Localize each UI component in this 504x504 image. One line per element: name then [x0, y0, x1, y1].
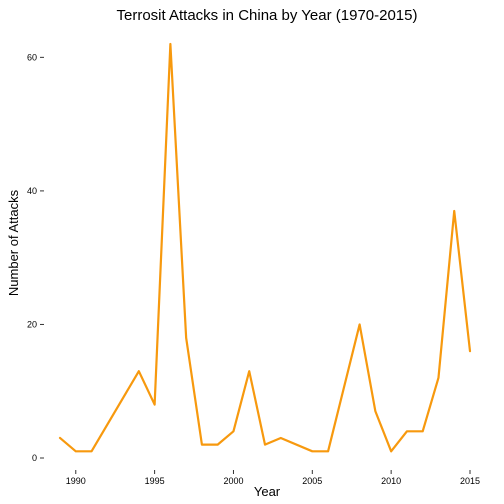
plot-series — [60, 44, 470, 451]
y-axis: 0 20 40 60 — [27, 52, 44, 463]
y-tick-label: 0 — [32, 453, 37, 463]
y-tick-label: 20 — [27, 319, 37, 329]
series-line — [60, 44, 470, 451]
y-axis-title: Number of Attacks — [6, 189, 21, 296]
y-tick-label: 40 — [27, 186, 37, 196]
chart-title: Terrosit Attacks in China by Year (1970-… — [116, 7, 417, 24]
x-tick-label: 2000 — [223, 476, 243, 486]
x-tick-label: 1990 — [66, 476, 86, 486]
x-tick-label: 2015 — [460, 476, 480, 486]
x-axis-title: Year — [254, 484, 281, 499]
x-tick-label: 2010 — [381, 476, 401, 486]
y-tick-label: 60 — [27, 52, 37, 62]
x-tick-label: 1995 — [145, 476, 165, 486]
x-tick-label: 2005 — [302, 476, 322, 486]
